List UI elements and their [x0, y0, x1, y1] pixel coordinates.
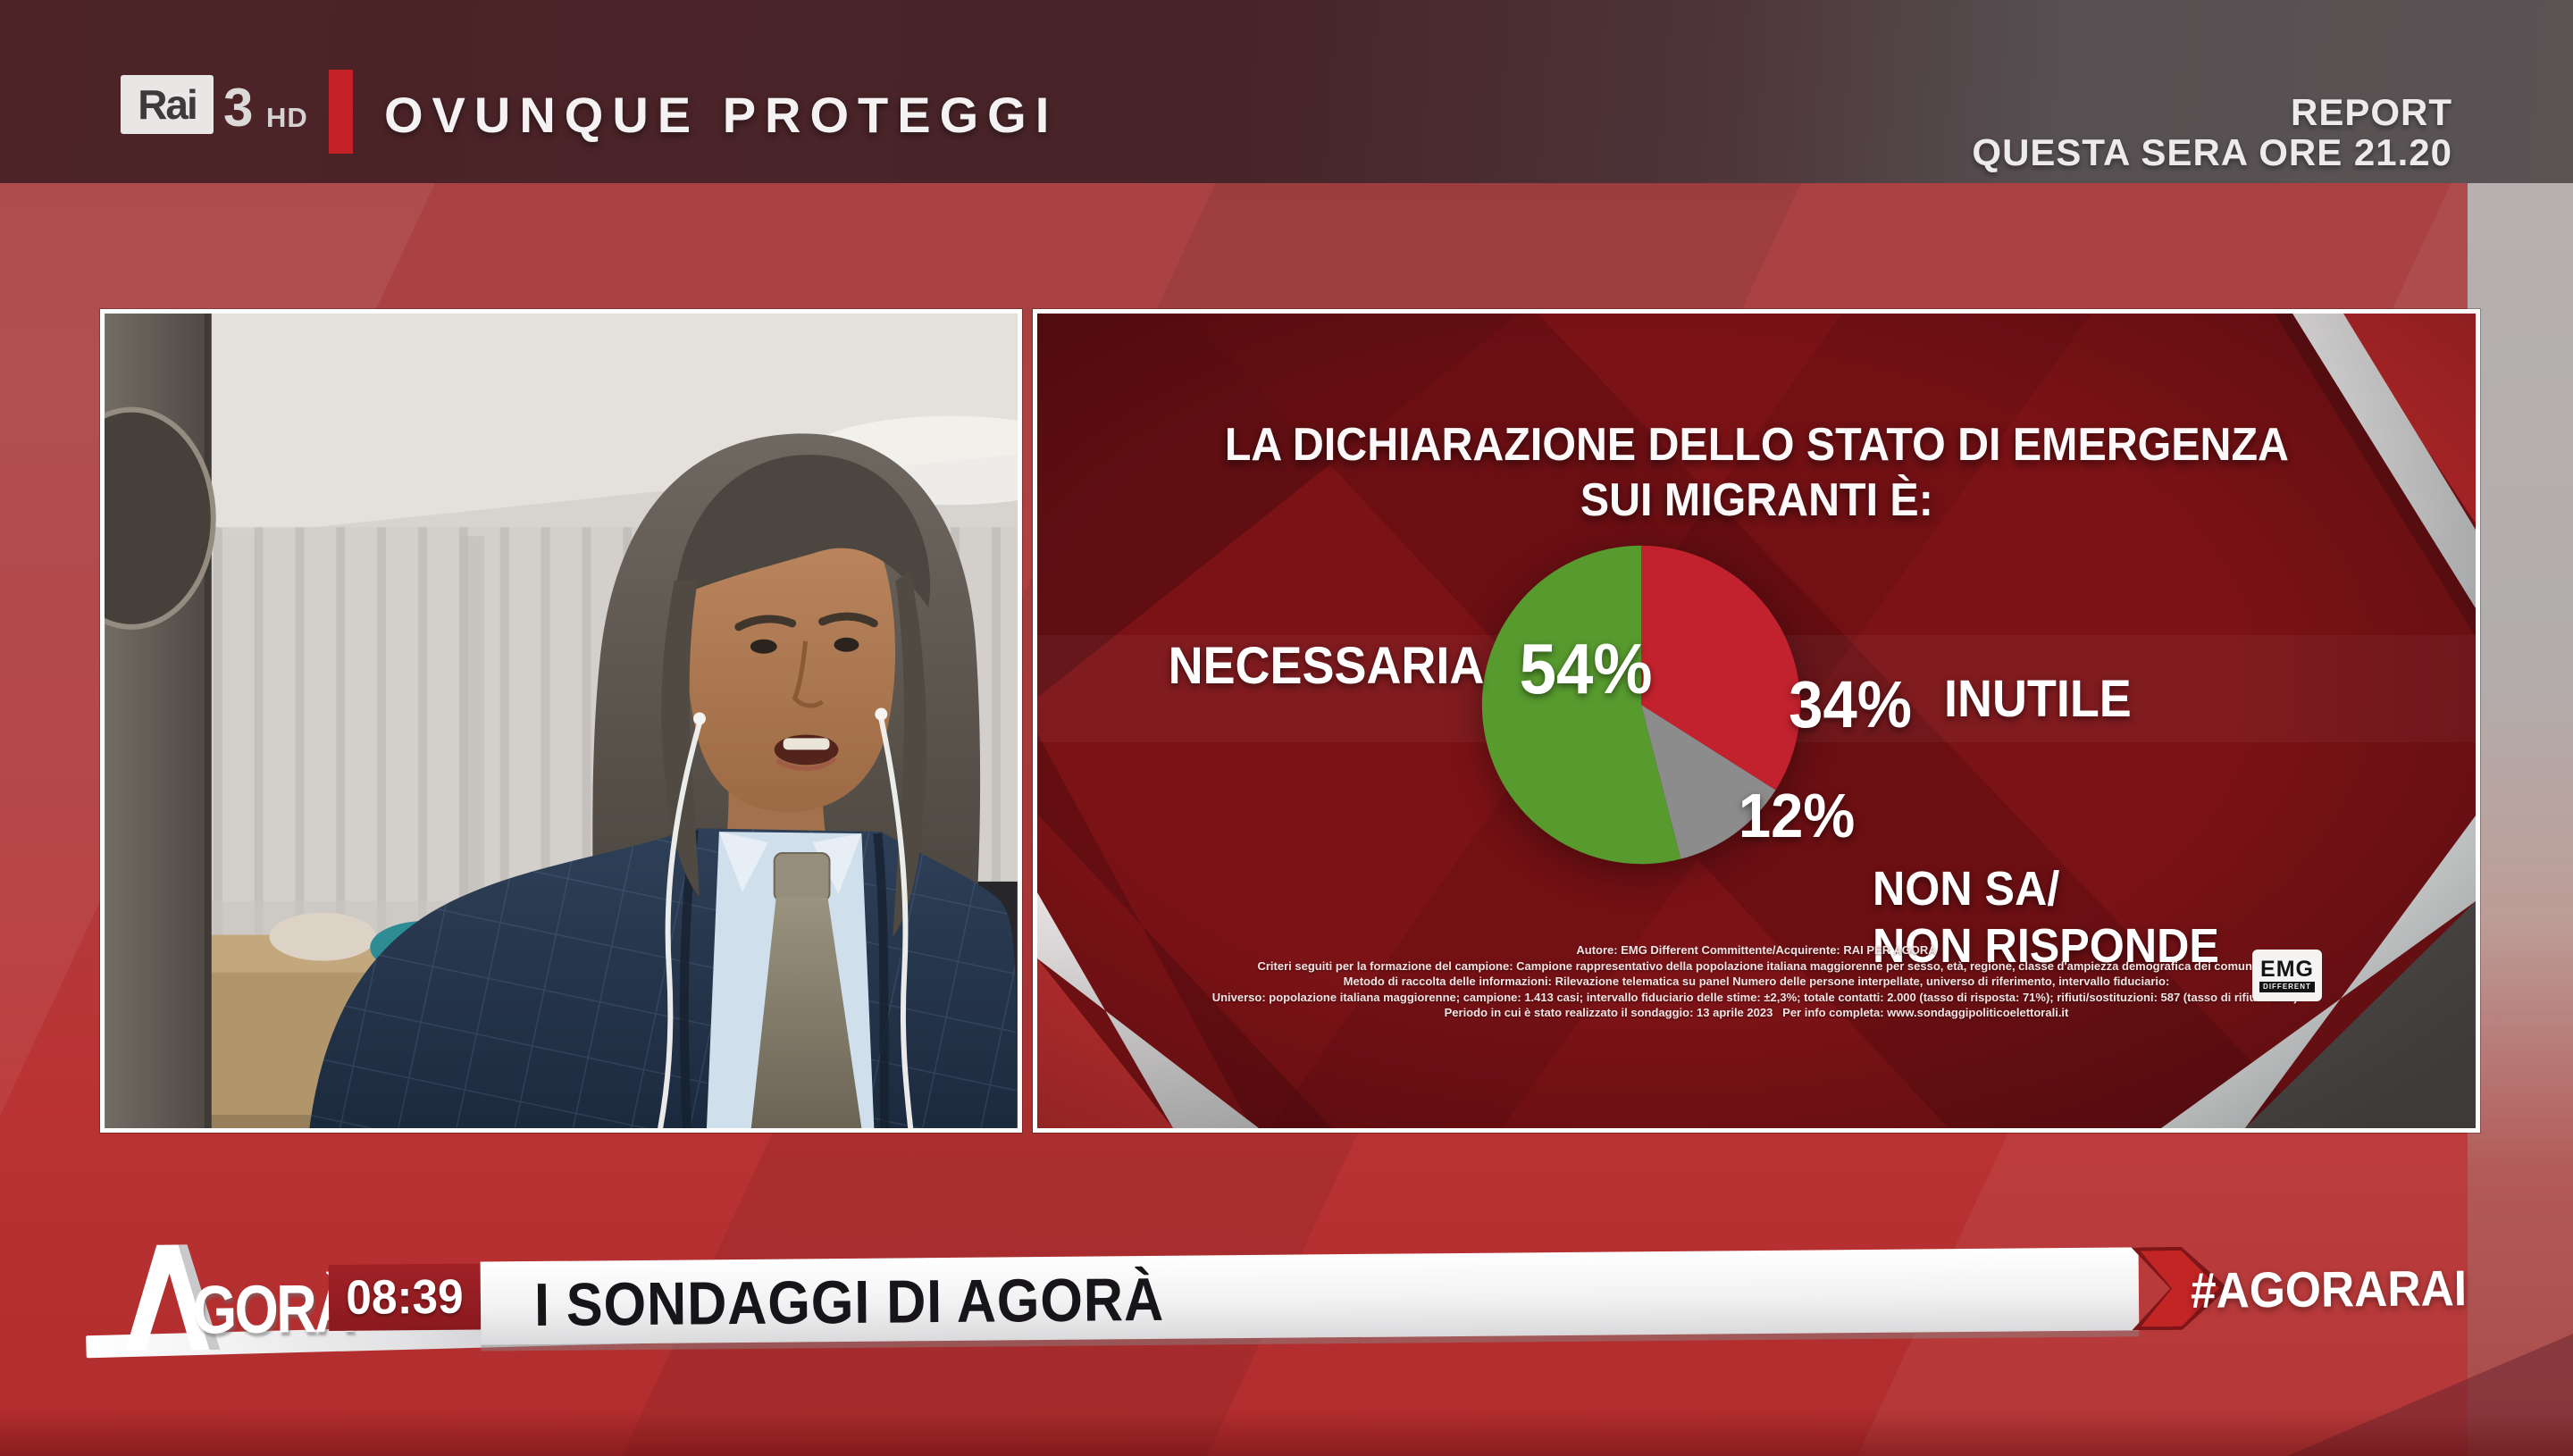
- slice-label-inutile: INUTILE: [1944, 670, 2132, 728]
- poll-question-line2: SUI MIGRANTI È:: [1580, 474, 1933, 526]
- teeth: [783, 738, 830, 750]
- emg-logo-tagline: DIFFERENT: [2259, 982, 2315, 992]
- promo-subtitle: QUESTA SERA ORE 21.20: [1972, 131, 2452, 173]
- slice-value-inutile: 34%: [1789, 667, 1912, 741]
- hd-badge: HD: [266, 102, 308, 133]
- lower-lip: [775, 757, 837, 771]
- earbud-left: [693, 712, 706, 725]
- red-separator-bar: [329, 70, 353, 154]
- fine-print-line: Universo: popolazione italiana maggioren…: [1211, 990, 2301, 1004]
- guest-webcam-panel: [100, 309, 1022, 1133]
- background-right-gray-band: [2468, 179, 2573, 1456]
- methodology-fine-print: Autore: EMG Different Committente/Acquir…: [1037, 942, 2476, 1021]
- collar-right: [812, 833, 862, 894]
- earbud-right: [875, 707, 888, 721]
- slice-value-necessaria: 54%: [1519, 629, 1653, 708]
- slice-label-necessaria: NECESSARIA: [1168, 637, 1485, 695]
- oval-mirror: [105, 406, 216, 630]
- slice-label-nonsa: NON SA/ NON RISPONDE: [1873, 862, 2219, 973]
- poll-graphic-panel: LA DICHIARAZIONE DELLO STATO DI EMERGENZ…: [1033, 309, 2480, 1133]
- lapel-right: [873, 833, 890, 1128]
- pie-chart-wrap: [1480, 544, 1802, 866]
- hashtag: #AGORARAI: [2190, 1259, 2468, 1318]
- poll-question: LA DICHIARAZIONE DELLO STATO DI EMERGENZ…: [1037, 417, 2476, 528]
- ceiling: [209, 314, 1018, 539]
- rai-logo: Rai: [121, 75, 214, 134]
- fine-print-line: Criteri seguiti per la formazione del ca…: [1257, 958, 2256, 973]
- hair-front: [675, 455, 931, 607]
- sidelock-left: [661, 581, 700, 897]
- eye-right: [834, 637, 859, 652]
- eye-left: [750, 639, 777, 654]
- white-pillow: [269, 912, 377, 961]
- eyebrow-left: [734, 615, 797, 632]
- pie-slice-necessaria: [1481, 545, 1681, 865]
- pie-slice-non-sa-non-risponde: [1641, 705, 1776, 859]
- fine-print-line: Metodo di raccolta delle informazioni: R…: [1343, 975, 2170, 988]
- rai-logo-text: Rai: [138, 81, 198, 128]
- promo-title: REPORT: [2290, 91, 2452, 133]
- slice-value-nonsa: 12%: [1738, 781, 1856, 850]
- poll-question-line1: LA DICHIARAZIONE DELLO STATO DI EMERGENZ…: [1224, 419, 2289, 471]
- eyebrow-right: [818, 612, 878, 628]
- fine-print-line: Periodo in cui è stato realizzato il son…: [1444, 1006, 2069, 1019]
- fine-print-line: Autore: EMG Different Committente/Acquir…: [1576, 943, 1937, 957]
- curtain-fold: [460, 536, 484, 937]
- clock-time: 08:39: [346, 1269, 464, 1325]
- webcam-scene: [105, 314, 1018, 1128]
- channel-number: 3: [223, 78, 254, 138]
- tie: [750, 897, 862, 1128]
- earphone-wire-right: [878, 715, 914, 1128]
- channel-slogan: OVUNQUE PROTEGGI: [384, 87, 1059, 143]
- headline-text: I SONDAGGI DI AGORÀ: [533, 1265, 1165, 1340]
- emg-logo-text: EMG: [2260, 957, 2314, 982]
- pie-slice-inutile: [1641, 545, 1801, 791]
- emg-source-logo: EMG DIFFERENT: [2252, 950, 2322, 1001]
- header-bar: Rai 3 HD OVUNQUE PROTEGGI REPORT QUESTA …: [0, 0, 2573, 183]
- guest-person: [309, 433, 1017, 1128]
- clock-box: 08:39: [328, 1263, 482, 1332]
- collar-left: [718, 832, 768, 892]
- column-edge: [204, 314, 212, 1128]
- bottom-shade: [0, 1411, 2573, 1456]
- earphone-wire-left: [658, 720, 702, 1128]
- pie-chart: [1481, 545, 1801, 865]
- nose: [792, 640, 825, 708]
- agora-logo-a: [125, 1244, 221, 1351]
- promo-announcement: REPORT QUESTA SERA ORE 21.20: [1972, 93, 2452, 173]
